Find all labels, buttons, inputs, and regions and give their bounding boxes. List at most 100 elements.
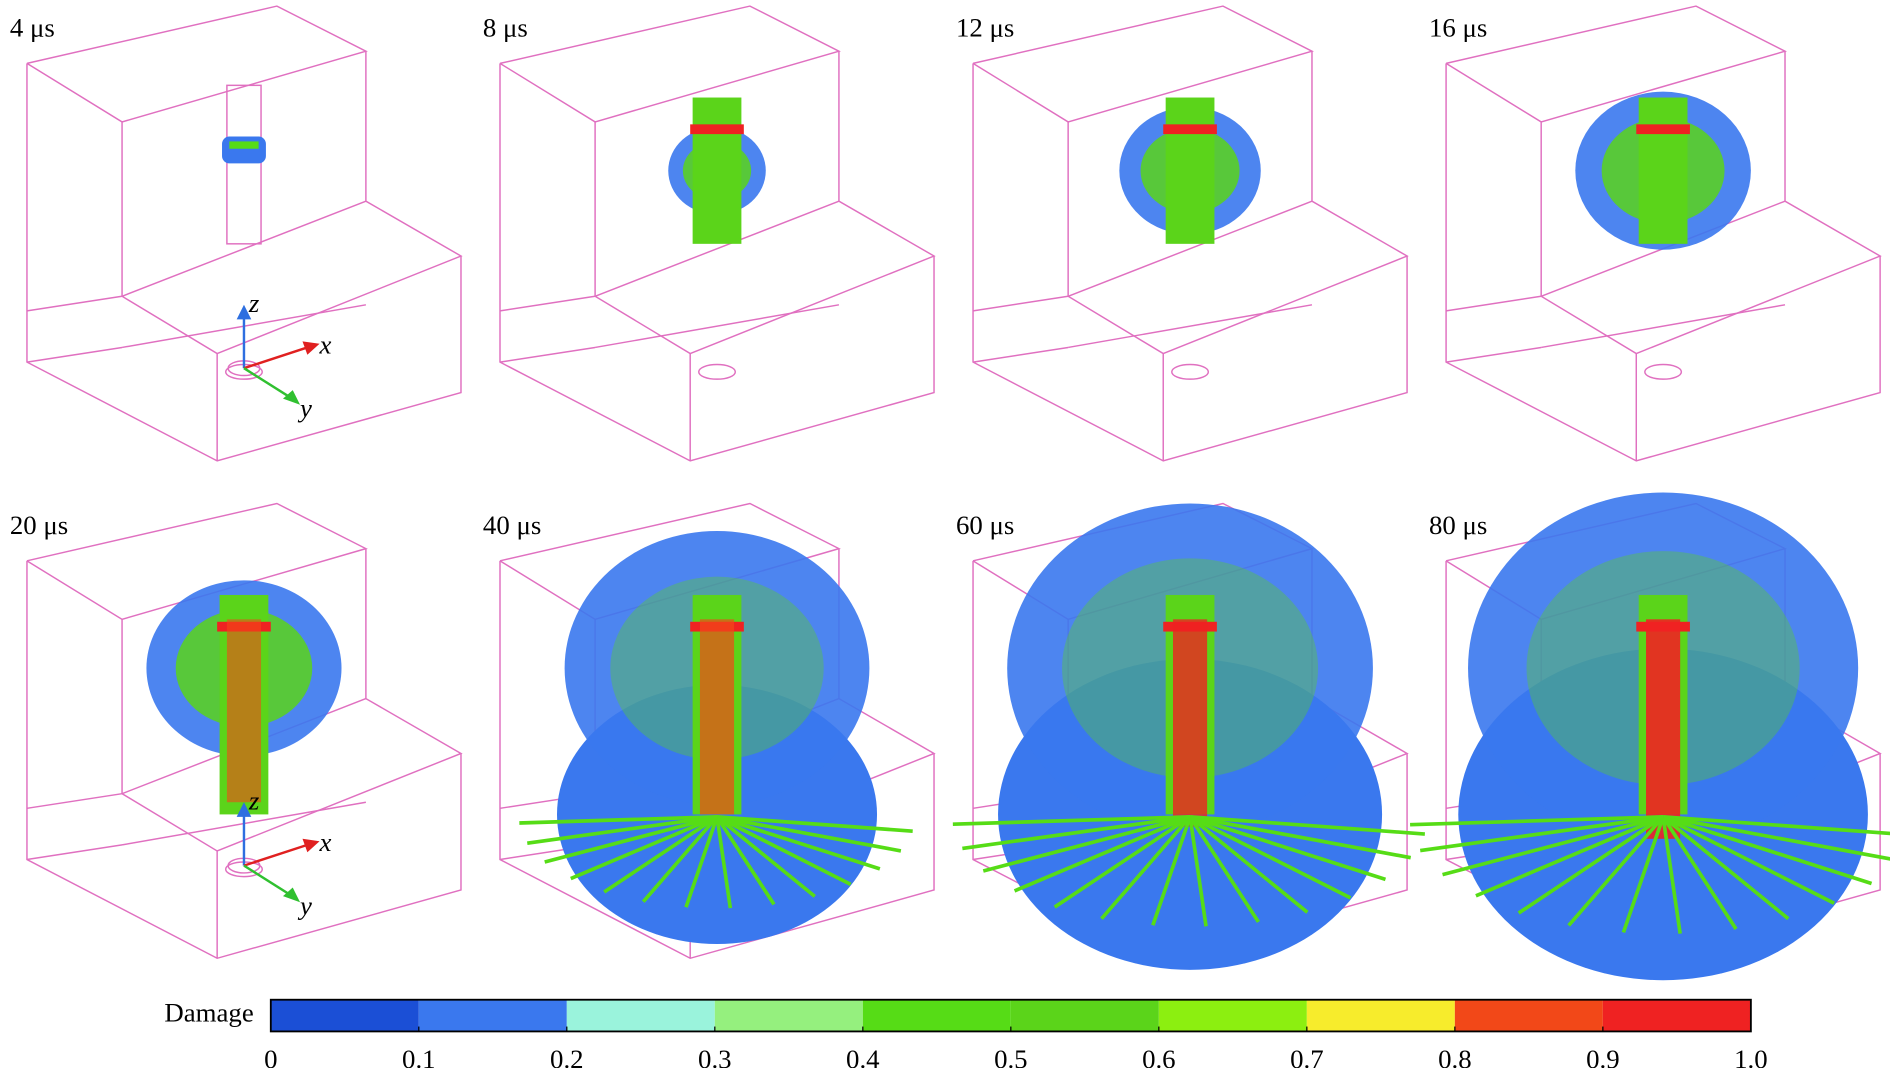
- crack: [1662, 815, 1890, 861]
- panel-label: 60 μs: [956, 510, 1014, 540]
- colorbar-tick-label: 0.8: [1438, 1044, 1472, 1068]
- crack: [715, 816, 733, 909]
- y-axis: [243, 367, 291, 399]
- box-edge: [972, 295, 1069, 312]
- crack: [641, 815, 719, 903]
- panel-label: 80 μs: [1429, 510, 1487, 540]
- crack: [715, 815, 816, 898]
- colorbar-segment: [1158, 999, 1307, 1032]
- colorbar-tick-label: 0.1: [402, 1044, 436, 1068]
- crack: [1517, 815, 1665, 915]
- crack: [1475, 815, 1664, 898]
- colorbar-tick-label: 1.0: [1734, 1044, 1768, 1068]
- crack: [982, 815, 1191, 873]
- box-edge: [1068, 304, 1313, 349]
- crack: [603, 815, 719, 894]
- colorbar-segment: [270, 999, 419, 1032]
- y-axis: [243, 864, 291, 896]
- damage-zone: [1163, 124, 1217, 135]
- box-edge: [1067, 200, 1313, 297]
- crack: [1419, 815, 1664, 853]
- crack: [1188, 815, 1260, 923]
- x-label: x: [319, 827, 332, 857]
- colorbar-segment: [714, 999, 863, 1032]
- box-edge: [26, 295, 123, 312]
- crack: [716, 815, 852, 886]
- panel: 16 μs: [1429, 5, 1882, 462]
- box-edge: [1067, 51, 1409, 355]
- panel-label: 4 μs: [10, 13, 55, 43]
- damage-zone: [690, 124, 744, 135]
- crack: [1662, 815, 1873, 886]
- panel-label: 8 μs: [483, 13, 528, 43]
- crack: [1410, 815, 1664, 827]
- y-label: y: [297, 393, 312, 423]
- hole: [697, 363, 737, 380]
- crack: [1189, 815, 1412, 860]
- crack: [1100, 815, 1192, 920]
- hole: [1644, 363, 1683, 380]
- z-label: z: [248, 288, 260, 318]
- panel: 4 μs: [10, 5, 463, 462]
- x-arrow: [302, 838, 320, 853]
- panel-label: 12 μs: [956, 13, 1014, 43]
- damage-zone: [1646, 619, 1681, 839]
- box-edge: [1540, 51, 1882, 355]
- y-arrow: [282, 887, 301, 903]
- colorbar-segment: [1306, 999, 1455, 1032]
- colorbar-tick-label: 0.2: [550, 1044, 584, 1068]
- crack: [1567, 815, 1665, 927]
- box-edge: [499, 295, 596, 312]
- panel: 60 μs: [952, 502, 1426, 970]
- crack: [962, 815, 1191, 851]
- crack: [1621, 816, 1665, 934]
- box-edge: [26, 844, 123, 861]
- box-edge: [972, 346, 1069, 363]
- panel: 8 μs: [483, 5, 936, 462]
- crack: [716, 815, 902, 853]
- panel-label: 16 μs: [1429, 13, 1487, 43]
- crack: [1189, 815, 1426, 836]
- crack: [715, 815, 776, 906]
- z-label: z: [248, 786, 260, 816]
- colorbar-segment: [418, 999, 567, 1032]
- box-edge: [1541, 304, 1786, 349]
- colorbar-tick-label: 0.3: [698, 1044, 732, 1068]
- colorbar-segment: [566, 999, 715, 1032]
- crack: [1662, 815, 1890, 836]
- damage-zone: [1636, 124, 1690, 135]
- crack: [1442, 815, 1664, 877]
- crack: [1188, 815, 1309, 914]
- panel: 12 μs: [956, 5, 1409, 462]
- panel-label: 40 μs: [483, 510, 541, 540]
- colorbar-tick-label: 0.7: [1290, 1044, 1324, 1068]
- box-edge: [1445, 295, 1542, 312]
- hole: [1171, 363, 1210, 380]
- box-edge: [594, 304, 840, 349]
- colorbar-segment: [1602, 999, 1751, 1032]
- box-edge: [594, 200, 840, 297]
- damage-zone: [1638, 97, 1688, 244]
- panel-label: 20 μs: [10, 510, 68, 540]
- z-arrow: [236, 304, 252, 320]
- crack: [716, 815, 913, 833]
- crack: [1661, 815, 1790, 921]
- crack: [519, 815, 718, 825]
- panel: 40 μs: [483, 502, 936, 960]
- crack: [1053, 815, 1192, 909]
- box-edge: [26, 346, 123, 363]
- crack: [544, 815, 718, 864]
- colorbar-segment: [1454, 999, 1603, 1032]
- damage-zone: [1165, 97, 1215, 244]
- colorbar-tick-label: 0: [264, 1044, 277, 1068]
- z-arrow: [236, 802, 252, 817]
- colorbar-tick-label: 0.5: [994, 1044, 1028, 1068]
- box-edge: [499, 346, 596, 363]
- colorbar-segment: [1010, 999, 1159, 1032]
- colorbar-tick-label: 0.4: [846, 1044, 880, 1068]
- x-axis: [243, 843, 308, 867]
- box-edge: [499, 5, 841, 123]
- colorbar-tick-label: 0.9: [1586, 1044, 1620, 1068]
